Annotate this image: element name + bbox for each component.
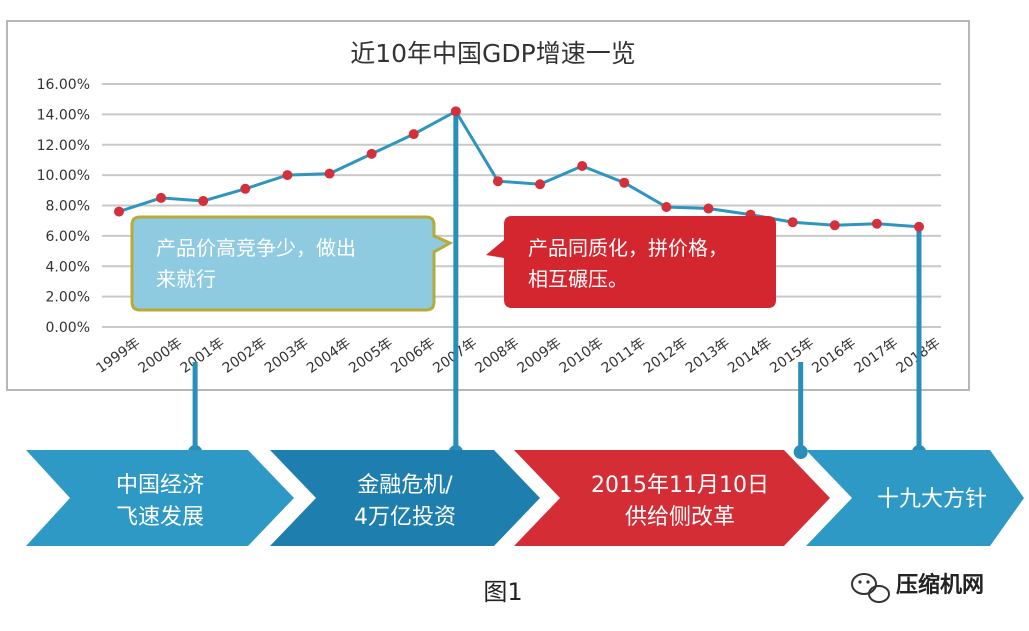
x-tick-label: 2005年 <box>346 335 396 377</box>
data-point <box>408 129 419 140</box>
y-tick-label: 6.00% <box>46 229 90 245</box>
y-tick-label: 0.00% <box>46 320 90 336</box>
data-point <box>703 203 714 214</box>
data-point <box>114 206 124 217</box>
x-tick-label: 2003年 <box>262 335 312 377</box>
timeline-stage-3 <box>514 450 830 546</box>
data-point <box>535 179 546 190</box>
data-point <box>492 176 503 187</box>
callout-left-bubble <box>130 215 454 312</box>
data-point <box>450 106 461 117</box>
timeline-stage-2 <box>270 450 540 546</box>
x-tick-label: 2014年 <box>725 335 775 377</box>
connector-dot <box>793 445 808 459</box>
data-point <box>366 148 377 159</box>
data-point <box>198 195 209 206</box>
x-tick-label: 2017年 <box>851 335 901 377</box>
data-point <box>282 170 293 181</box>
x-tick-label: 2010年 <box>557 335 607 377</box>
data-point <box>914 221 924 232</box>
y-tick-label: 8.00% <box>46 199 90 215</box>
y-tick-label: 12.00% <box>37 138 90 154</box>
data-point <box>324 168 335 179</box>
x-axis-ticks: 1999年2000年2001年2002年2003年2004年2005年2006年… <box>93 335 943 377</box>
gdp-series-points <box>114 106 924 232</box>
callout-right: 产品同质化，拼价格， 相互碾压。 <box>486 216 776 308</box>
x-tick-label: 2015年 <box>767 335 817 377</box>
x-tick-label: 2013年 <box>683 335 733 377</box>
x-tick-label: 2011年 <box>599 335 649 377</box>
watermark-text: 压缩机网 <box>896 572 984 598</box>
x-tick-label: 2009年 <box>515 335 565 377</box>
data-point <box>787 217 798 228</box>
x-tick-label: 2006年 <box>388 335 438 377</box>
callout-right-line1: 产品同质化，拼价格， <box>528 236 728 260</box>
stage-3-line2: 供给侧改革 <box>625 505 735 530</box>
timeline-stage-4 <box>806 450 1024 546</box>
data-point <box>871 218 882 229</box>
x-tick-label: 2001年 <box>178 335 228 377</box>
y-axis-ticks: 16.00% 14.00% 12.00% 10.00% 8.00% 6.00% 4.00% 2… <box>37 77 90 336</box>
data-point <box>829 220 840 231</box>
watermark: 压缩机网 <box>851 572 984 603</box>
y-tick-label: 16.00% <box>37 77 90 93</box>
gdp-series-line <box>118 109 920 229</box>
callout-right-line2: 相互碾压。 <box>528 267 628 291</box>
x-tick-label: 2004年 <box>304 335 354 377</box>
chart-title: 近10年中国GDP增速一览 <box>350 39 636 68</box>
data-point <box>156 192 167 203</box>
timeline-stage-1 <box>26 450 294 546</box>
figure-caption: 图1 <box>483 578 522 606</box>
y-tick-label: 2.00% <box>46 290 90 306</box>
data-point <box>577 161 588 172</box>
x-tick-label: 2008年 <box>472 335 522 377</box>
callout-right-bubble <box>486 216 776 308</box>
stage-1-line2: 飞速发展 <box>116 505 204 530</box>
stage-2-line1: 金融危机/ <box>357 473 453 498</box>
x-tick-label: 2002年 <box>220 335 270 377</box>
callout-left-line1: 产品价高竞争少，做出 <box>156 236 356 260</box>
y-tick-label: 14.00% <box>37 107 90 123</box>
stage-3-line1: 2015年11月10日 <box>591 473 769 498</box>
y-tick-label: 4.00% <box>46 259 90 275</box>
timeline: 中国经济 飞速发展 金融危机/ 4万亿投资 2015年11月10日 供给侧改革 … <box>26 450 1024 546</box>
wechat-icon <box>851 573 890 603</box>
data-point <box>661 202 672 213</box>
x-tick-label: 1999年 <box>93 335 143 377</box>
x-tick-label: 2012年 <box>641 335 691 377</box>
x-tick-label: 2016年 <box>809 335 859 377</box>
y-tick-label: 10.00% <box>37 168 90 184</box>
callout-left-line2: 来就行 <box>156 267 216 291</box>
stage-2-line2: 4万亿投资 <box>354 505 456 530</box>
data-point <box>240 183 251 194</box>
stage-1-line1: 中国经济 <box>116 473 204 498</box>
x-tick-label: 2000年 <box>136 335 186 377</box>
stage-4-line1: 十九大方针 <box>877 487 987 512</box>
callout-left: 产品价高竞争少，做出 来就行 <box>130 215 454 312</box>
data-point <box>619 177 630 188</box>
